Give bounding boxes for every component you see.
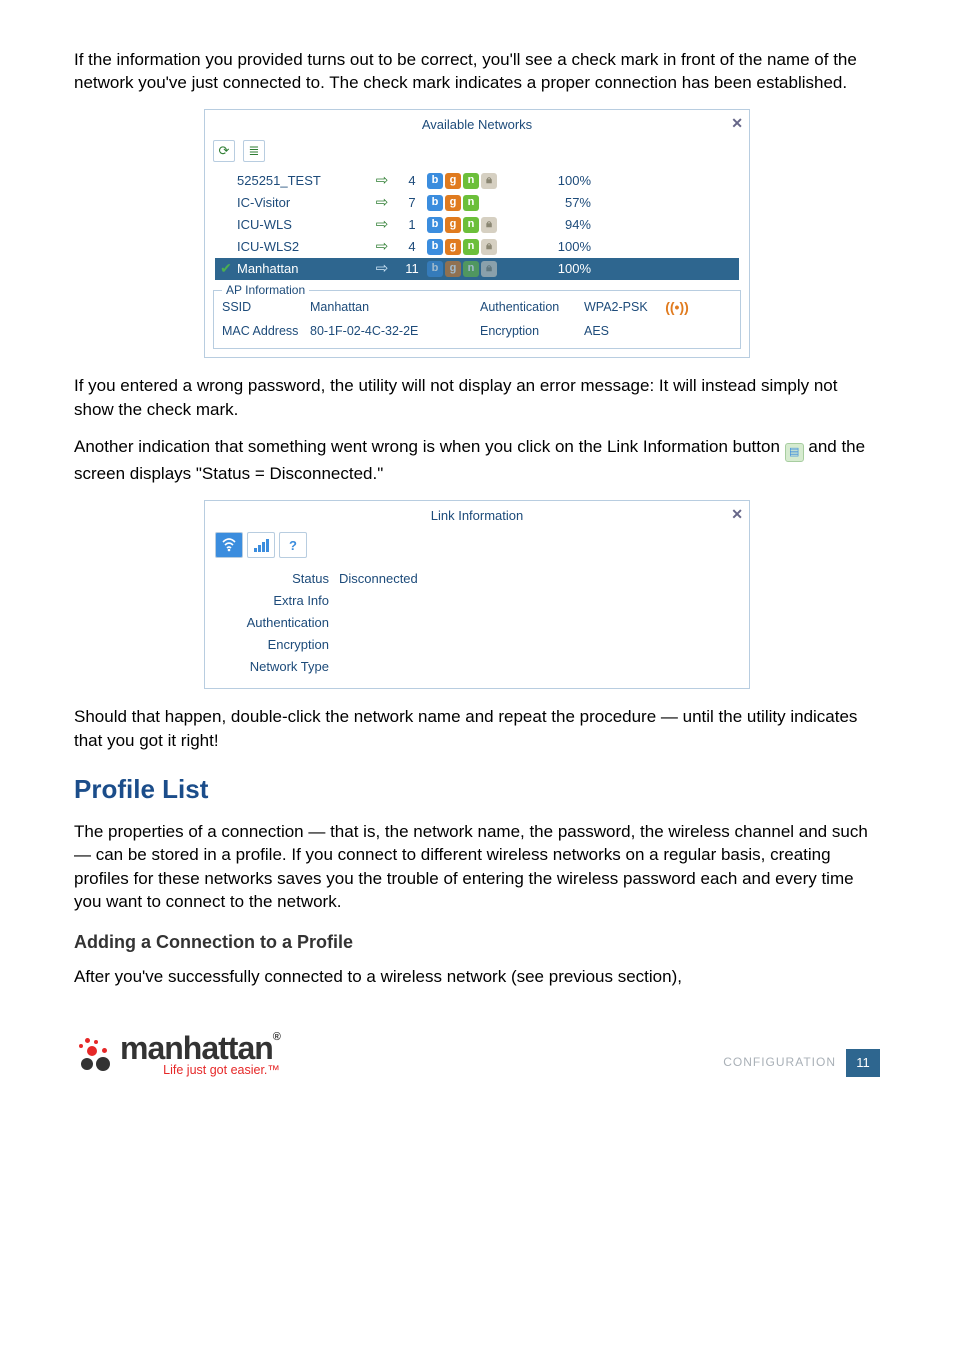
network-name: Manhattan bbox=[237, 260, 367, 278]
channel: 4 bbox=[397, 172, 427, 190]
link-row-value bbox=[339, 614, 735, 632]
auth-label: Authentication bbox=[480, 299, 584, 316]
close-icon[interactable]: ✕ bbox=[731, 114, 743, 133]
link-info-row: Authentication bbox=[219, 612, 735, 634]
link-info-row: Network Type bbox=[219, 656, 735, 678]
link-info-row: Encryption bbox=[219, 634, 735, 656]
channel: 1 bbox=[397, 216, 427, 234]
network-row[interactable]: ✔Manhattan⇨11bgn🔒︎100% bbox=[215, 258, 739, 280]
connect-arrow-icon: ⇨ bbox=[367, 215, 397, 236]
network-name: 525251_TEST bbox=[237, 172, 367, 190]
link-row-value bbox=[339, 592, 735, 610]
network-list: 525251_TEST⇨4bgn🔒︎100%IC-Visitor⇨7bgn57%… bbox=[205, 170, 749, 284]
link-info-row: Extra Info bbox=[219, 590, 735, 612]
link-wifi-icon[interactable] bbox=[215, 532, 243, 558]
check-icon: ✔ bbox=[215, 259, 237, 278]
connect-arrow-icon: ⇨ bbox=[367, 171, 397, 192]
logo-name: manhattan® bbox=[120, 1032, 280, 1064]
page-footer: manhattan® Life just got easier.™ CONFIG… bbox=[74, 1032, 880, 1077]
ap-info-fieldset: AP Information SSID Manhattan Authentica… bbox=[213, 290, 741, 349]
para3a-text: Another indication that something went w… bbox=[74, 437, 785, 456]
ssid-value: Manhattan bbox=[310, 299, 480, 316]
panel-title: Available Networks bbox=[205, 110, 749, 138]
ssid-label: SSID bbox=[222, 299, 310, 316]
link-row-label: Status bbox=[219, 570, 339, 588]
link-row-label: Authentication bbox=[219, 614, 339, 632]
enc-label: Encryption bbox=[480, 323, 584, 340]
wifi-signal-icon: ((•)) bbox=[664, 297, 690, 319]
refresh-icon[interactable]: ⟳ bbox=[213, 140, 235, 162]
link-help-icon[interactable]: ? bbox=[279, 532, 307, 558]
signal-strength: 100% bbox=[537, 238, 597, 256]
network-name: ICU-WLS bbox=[237, 216, 367, 234]
page-number: 11 bbox=[846, 1049, 880, 1077]
page-section-label: CONFIGURATION bbox=[723, 1054, 836, 1071]
list-icon[interactable]: ≣ bbox=[243, 140, 265, 162]
link-row-value: Disconnected bbox=[339, 570, 735, 588]
brand-logo: manhattan® Life just got easier.™ bbox=[74, 1032, 280, 1077]
channel: 7 bbox=[397, 194, 427, 212]
mode-icons: bgn🔒︎ bbox=[427, 173, 537, 189]
signal-strength: 100% bbox=[537, 260, 597, 278]
link-info-row: StatusDisconnected bbox=[219, 568, 735, 590]
mac-value: 80-1F-02-4C-32-2E bbox=[310, 323, 480, 340]
network-name: IC-Visitor bbox=[237, 194, 367, 212]
link-info-rows: StatusDisconnectedExtra InfoAuthenticati… bbox=[205, 568, 749, 688]
connect-arrow-icon: ⇨ bbox=[367, 237, 397, 258]
ap-legend: AP Information bbox=[222, 282, 309, 299]
heading-adding-connection: Adding a Connection to a Profile bbox=[74, 930, 880, 955]
close-icon[interactable]: ✕ bbox=[731, 505, 743, 524]
network-row[interactable]: IC-Visitor⇨7bgn57% bbox=[215, 192, 739, 214]
para-after-connect: After you've successfully connected to a… bbox=[74, 965, 880, 988]
para-link-info: Another indication that something went w… bbox=[74, 435, 880, 486]
para-wrong-password: If you entered a wrong password, the uti… bbox=[74, 374, 880, 421]
network-name: ICU-WLS2 bbox=[237, 238, 367, 256]
channel: 4 bbox=[397, 238, 427, 256]
link-row-label: Encryption bbox=[219, 636, 339, 654]
link-info-inline-icon: ▤ bbox=[785, 443, 804, 462]
network-row[interactable]: 525251_TEST⇨4bgn🔒︎100% bbox=[215, 170, 739, 192]
mode-icons: bgn🔒︎ bbox=[427, 261, 537, 277]
link-row-label: Extra Info bbox=[219, 592, 339, 610]
mode-icons: bgn🔒︎ bbox=[427, 217, 537, 233]
heading-profile-list: Profile List bbox=[74, 772, 880, 808]
signal-strength: 57% bbox=[537, 194, 597, 212]
available-networks-panel: ✕ Available Networks ⟳ ≣ 525251_TEST⇨4bg… bbox=[204, 109, 750, 358]
link-row-value bbox=[339, 658, 735, 676]
channel: 11 bbox=[397, 260, 427, 278]
connect-arrow-icon: ⇨ bbox=[367, 193, 397, 214]
link-info-panel: ✕ Link Information ? StatusDisconnectedE… bbox=[204, 500, 750, 690]
para-profile-desc: The properties of a connection — that is… bbox=[74, 820, 880, 914]
link-row-label: Network Type bbox=[219, 658, 339, 676]
auth-value: WPA2-PSK bbox=[584, 299, 664, 316]
intro-text: If the information you provided turns ou… bbox=[74, 48, 880, 95]
mode-icons: bgn bbox=[427, 195, 537, 211]
link-row-value bbox=[339, 636, 735, 654]
logo-mark-icon bbox=[74, 1037, 114, 1077]
network-row[interactable]: ICU-WLS2⇨4bgn🔒︎100% bbox=[215, 236, 739, 258]
mode-icons: bgn🔒︎ bbox=[427, 239, 537, 255]
mac-label: MAC Address bbox=[222, 323, 310, 340]
link-bars-icon[interactable] bbox=[247, 532, 275, 558]
network-row[interactable]: ICU-WLS⇨1bgn🔒︎94% bbox=[215, 214, 739, 236]
connect-arrow-icon: ⇨ bbox=[367, 259, 397, 280]
logo-tagline: Life just got easier.™ bbox=[163, 1064, 280, 1077]
link-panel-title: Link Information bbox=[205, 501, 749, 529]
enc-value: AES bbox=[584, 323, 664, 340]
para-repeat: Should that happen, double-click the net… bbox=[74, 705, 880, 752]
signal-strength: 100% bbox=[537, 172, 597, 190]
signal-strength: 94% bbox=[537, 216, 597, 234]
